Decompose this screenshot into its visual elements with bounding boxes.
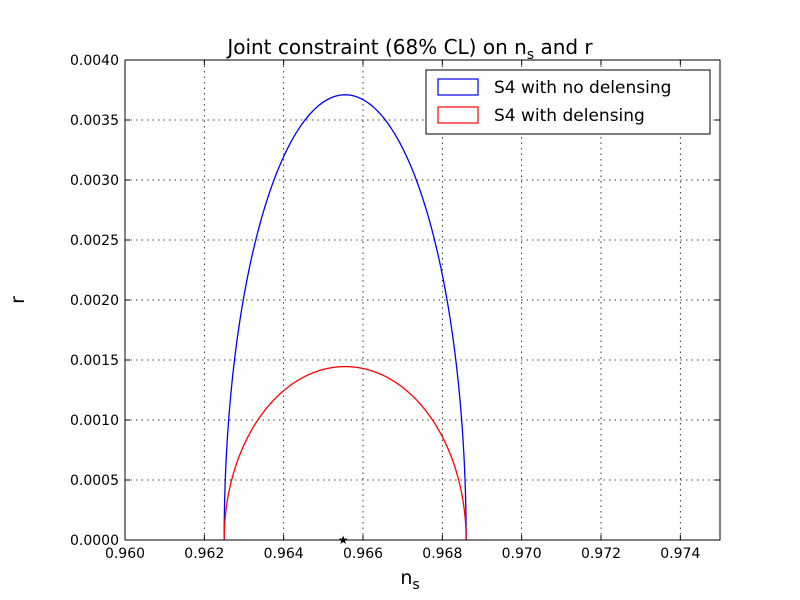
x-tick-label: 0.960: [105, 546, 145, 562]
series-curve-delensing: [223, 365, 467, 540]
x-tick-label: 0.966: [343, 546, 383, 562]
y-axis-ticks: 0.0000 0.0005 0.0010 0.0015 0.0020 0.0025 0.00…: [70, 53, 720, 549]
x-tick-label: 0.962: [184, 546, 224, 562]
chart-title-subscript: s: [527, 47, 534, 63]
y-tick-label: 0.0020: [70, 293, 119, 309]
chart-title-main: Joint constraint (68% CL) on n: [225, 35, 526, 59]
chart-title: Joint constraint (68% CL) on ns and r: [225, 35, 593, 63]
y-tick-label: 0.0035: [70, 113, 119, 129]
y-tick-label: 0.0010: [70, 413, 119, 429]
y-tick-label: 0.0015: [70, 353, 119, 369]
x-tick-label: 0.964: [264, 546, 304, 562]
x-tick-label: 0.968: [422, 546, 462, 562]
legend-label-delensing: S4 with delensing: [494, 106, 645, 126]
legend-swatch-delensing: [437, 106, 479, 124]
series-curve-no-delensing: [223, 94, 467, 540]
x-axis-ticks: 0.960 0.962 0.964 0.966 0.968 0.970 0.972 0.974: [105, 60, 700, 562]
x-axis-title-main: n: [400, 567, 412, 589]
legend: S4 with no delensing S4 with delensing: [425, 69, 711, 135]
chart-title-tail: and r: [534, 35, 593, 59]
x-tick-label: 0.970: [502, 546, 542, 562]
y-tick-label: 0.0000: [70, 533, 119, 549]
x-axis-title-subscript: s: [412, 577, 419, 593]
legend-swatch-no-delensing: [437, 78, 479, 96]
y-axis-title: r: [7, 296, 29, 304]
x-tick-label: 0.974: [660, 546, 700, 562]
legend-label-no-delensing: S4 with no delensing: [494, 78, 671, 98]
x-tick-label: 0.972: [581, 546, 621, 562]
plot-series: [223, 94, 467, 540]
y-tick-label: 0.0005: [70, 473, 119, 489]
y-tick-label: 0.0030: [70, 173, 119, 189]
y-tick-label: 0.0025: [70, 233, 119, 249]
x-axis-title: ns: [400, 567, 419, 593]
y-tick-label: 0.0040: [70, 53, 119, 69]
